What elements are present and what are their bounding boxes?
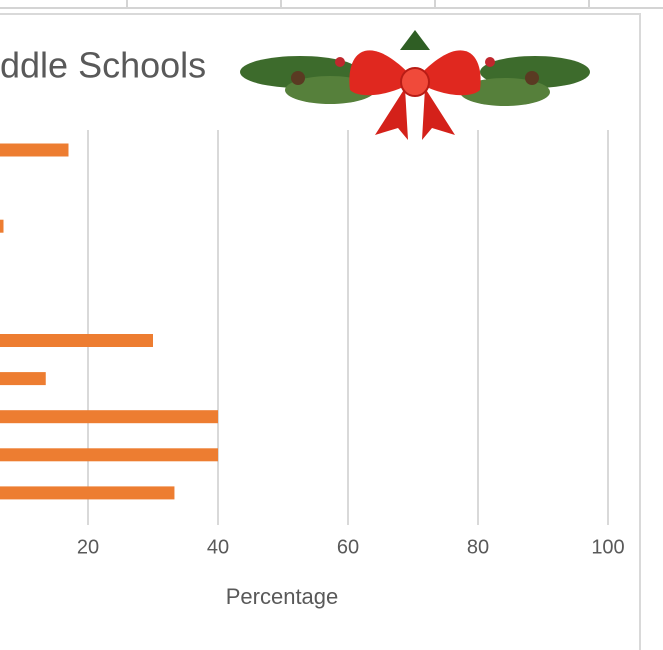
x-tick-label: 80: [467, 536, 489, 558]
bar: [0, 448, 218, 462]
x-tick-label: 60: [337, 536, 359, 558]
decoration: [240, 30, 590, 140]
bar: [0, 334, 153, 347]
bar: [0, 143, 69, 157]
chart-title: ddle Schools: [0, 45, 206, 86]
x-tick-label: 40: [207, 536, 229, 558]
bar: [0, 372, 46, 386]
x-axis-title: Percentage: [226, 584, 339, 609]
plot-area: 20 40 60 80 100: [0, 130, 625, 558]
bar: [0, 486, 175, 500]
bar: [0, 410, 218, 424]
x-tick-label: 20: [77, 536, 99, 558]
x-tick-label: 100: [591, 536, 624, 558]
bar: [0, 219, 4, 233]
